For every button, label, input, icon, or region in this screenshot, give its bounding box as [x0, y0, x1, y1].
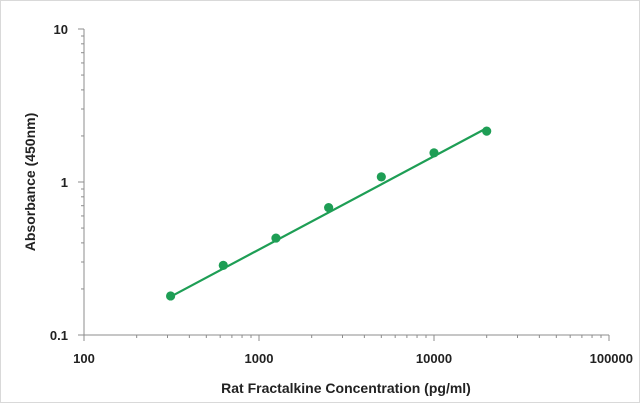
y-axis-title: Absorbance (450nm)	[22, 113, 38, 251]
x-tick-label: 1000	[245, 351, 274, 366]
data-point	[324, 203, 334, 213]
x-tick-label: 100	[73, 351, 95, 366]
x-axis-title: Rat Fractalkine Concentration (pg/ml)	[221, 380, 471, 396]
data-point	[376, 172, 386, 182]
major-ticks	[78, 28, 610, 341]
y-tick-label: 10	[54, 22, 68, 37]
tick-labels: 0.1 1 10 100 1000 10000 100000	[50, 22, 633, 366]
x-tick-label: 10000	[416, 351, 452, 366]
trend-line-layer	[169, 127, 488, 298]
points-layer	[165, 126, 492, 301]
minor-ticks	[81, 35, 602, 338]
y-tick-label: 0.1	[50, 328, 68, 343]
data-point	[429, 148, 439, 158]
x-tick-label: 100000	[590, 351, 633, 366]
axes	[78, 28, 610, 341]
trend-line	[169, 127, 488, 298]
y-tick-label: 1	[61, 175, 68, 190]
data-point	[218, 260, 228, 271]
data-point	[482, 126, 492, 136]
data-point	[271, 233, 281, 243]
data-point	[165, 291, 176, 301]
